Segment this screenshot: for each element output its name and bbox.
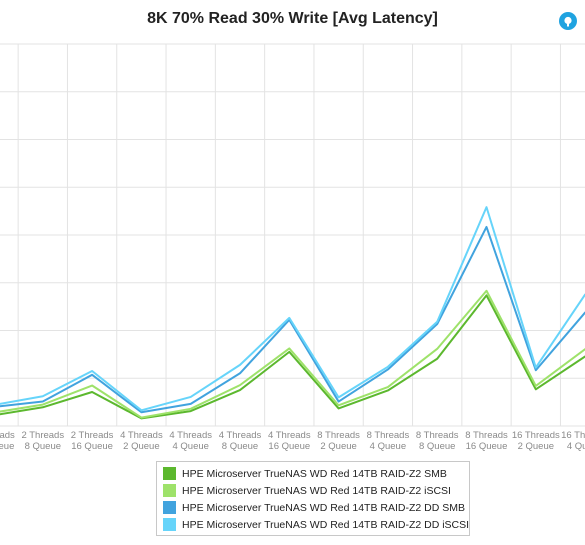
legend-swatch	[163, 518, 176, 531]
x-tick-label: 4 Threads 16 Queue	[268, 430, 311, 452]
x-tick-label: 4 Threads 8 Queue	[219, 430, 262, 452]
legend-swatch	[163, 484, 176, 497]
legend-label: HPE Microserver TrueNAS WD Red 14TB RAID…	[182, 467, 447, 480]
legend-label: HPE Microserver TrueNAS WD Red 14TB RAID…	[182, 518, 470, 531]
x-tick-label: 2 Threads 8 Queue	[21, 430, 64, 452]
chart-title: 8K 70% Read 30% Write [Avg Latency]	[147, 10, 438, 27]
x-tick-label: 2 Threads 16 Queue	[71, 430, 114, 452]
series-line	[0, 289, 585, 419]
x-tick-label: 8 Threads 8 Queue	[416, 430, 459, 452]
legend-swatch	[163, 467, 176, 480]
legend-item[interactable]: HPE Microserver TrueNAS WD Red 14TB RAID…	[163, 465, 463, 482]
x-tick-label: 8 Threads 4 Queue	[367, 430, 410, 452]
legend-item[interactable]: HPE Microserver TrueNAS WD Red 14TB RAID…	[163, 516, 469, 533]
series-line	[0, 206, 585, 412]
x-tick-label: 16 Threads 2 Queue	[512, 430, 560, 452]
series-line	[0, 294, 585, 420]
legend-item[interactable]: HPE Microserver TrueNAS WD Red 14TB RAID…	[163, 499, 465, 516]
x-tick-label: 4 Threads 4 Queue	[169, 430, 212, 452]
legend-item[interactable]: HPE Microserver TrueNAS WD Red 14TB RAID…	[163, 482, 463, 499]
legend-label: HPE Microserver TrueNAS WD Red 14TB RAID…	[182, 501, 465, 514]
x-tick-label: 4 Threads 2 Queue	[120, 430, 163, 452]
series-line	[0, 225, 585, 414]
logo-icon	[559, 12, 577, 30]
x-tick-label: 8 Threads 2 Queue	[317, 430, 360, 452]
x-tick-label: 8 Threads 16 Queue	[465, 430, 508, 452]
legend-swatch	[163, 501, 176, 514]
chart-legend: HPE Microserver TrueNAS WD Red 14TB RAID…	[156, 461, 470, 536]
legend-label: HPE Microserver TrueNAS WD Red 14TB RAID…	[182, 484, 451, 497]
